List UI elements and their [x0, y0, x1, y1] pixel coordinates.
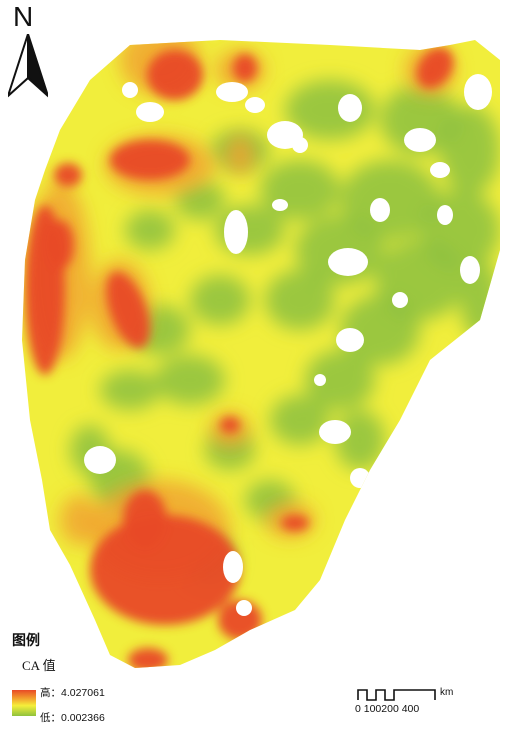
- mid-zone: [225, 135, 255, 175]
- no-data-gap: [404, 128, 436, 152]
- mid-zone: [60, 495, 100, 545]
- no-data-gap: [319, 420, 351, 444]
- no-data-gap: [437, 205, 453, 225]
- low-zone: [100, 370, 160, 410]
- legend-high-label: 高：4.027061: [40, 687, 105, 699]
- high-zone: [233, 54, 257, 82]
- no-data-gap: [245, 97, 265, 113]
- no-data-gap: [460, 256, 480, 284]
- no-data-gap: [122, 82, 138, 98]
- no-data-gap: [370, 198, 390, 222]
- low-zone: [125, 210, 175, 250]
- high-zone: [54, 163, 82, 187]
- low-zone: [265, 270, 335, 330]
- no-data-gap: [224, 210, 248, 254]
- high-zone: [281, 515, 309, 531]
- scale-bar: [357, 689, 436, 701]
- legend-field-name: CA 值: [22, 658, 56, 673]
- no-data-gap: [392, 292, 408, 308]
- legend-low-label: 低：0.002366: [40, 712, 105, 724]
- low-zone: [155, 355, 225, 405]
- high-zone: [90, 515, 240, 625]
- legend-title: 图例: [12, 633, 40, 649]
- high-zone: [123, 490, 167, 550]
- low-zone: [270, 395, 330, 445]
- no-data-gap: [223, 551, 243, 583]
- no-data-gap: [216, 82, 248, 102]
- high-zone: [147, 50, 203, 100]
- no-data-gap: [84, 446, 116, 474]
- no-data-gap: [314, 374, 326, 386]
- scale-unit: km: [440, 687, 454, 698]
- scale-tick-labels: 0 100200 400: [355, 703, 420, 715]
- high-zone: [46, 220, 74, 270]
- high-zone: [106, 271, 150, 349]
- no-data-gaps: [84, 74, 492, 616]
- north-arrow-icon: [8, 34, 48, 98]
- low-zone: [340, 160, 440, 240]
- high-zone: [128, 648, 168, 668]
- low-zone: [305, 350, 375, 410]
- no-data-gap: [430, 162, 450, 178]
- no-data-gap: [292, 137, 308, 153]
- no-data-gap: [328, 248, 368, 276]
- high-zone: [416, 47, 454, 89]
- no-data-gap: [350, 468, 370, 488]
- no-data-gap: [336, 328, 364, 352]
- low-zone: [380, 85, 460, 155]
- high-zone: [220, 417, 240, 433]
- no-data-gap: [136, 102, 164, 122]
- high-zone: [110, 140, 190, 180]
- no-data-gap: [338, 94, 362, 122]
- no-data-gap: [272, 199, 288, 211]
- no-data-gap: [464, 74, 492, 110]
- legend-color-ramp: [12, 690, 36, 716]
- north-label: N: [13, 1, 34, 32]
- low-zone: [440, 105, 500, 195]
- low-zone: [190, 275, 250, 325]
- no-data-gap: [236, 600, 252, 616]
- high-value-zones: [25, 47, 454, 668]
